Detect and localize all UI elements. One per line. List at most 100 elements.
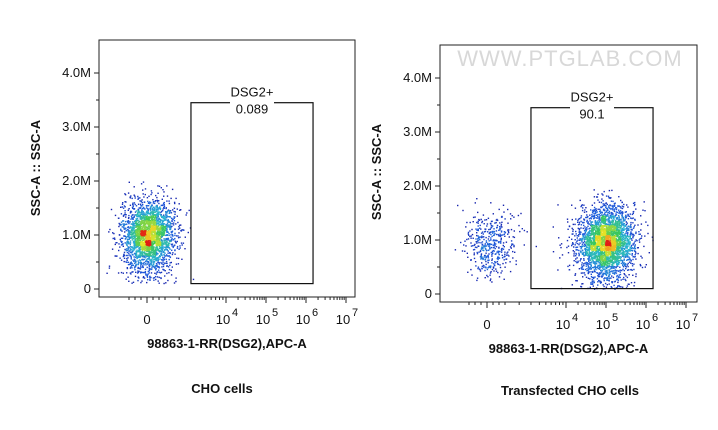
event-dot — [620, 225, 623, 227]
event-dot — [489, 279, 491, 282]
event-dot — [146, 230, 148, 233]
event-dot — [598, 216, 601, 218]
event-dot — [152, 207, 154, 209]
event-dot — [503, 246, 505, 248]
event-dot — [454, 249, 457, 251]
event-dot — [485, 263, 487, 266]
event-dot — [481, 265, 483, 268]
event-dot — [610, 204, 612, 207]
event-dot — [160, 225, 162, 227]
event-dot — [495, 230, 498, 232]
event-dot — [618, 229, 621, 231]
event-dot — [139, 267, 141, 270]
event-dot — [632, 202, 635, 204]
y-tick-label: 1.0M — [62, 227, 91, 242]
event-dot — [477, 266, 480, 268]
event-dot — [121, 226, 123, 228]
event-dot — [626, 245, 628, 248]
event-dot — [153, 214, 156, 216]
event-dot — [152, 215, 154, 217]
event-dot — [133, 202, 136, 204]
event-dot — [592, 259, 594, 262]
event-dot — [139, 236, 141, 238]
event-dot — [491, 253, 493, 256]
event-dot — [621, 244, 623, 247]
event-dot — [608, 265, 610, 267]
event-dot — [586, 228, 588, 230]
event-dot — [495, 219, 498, 221]
event-dot — [626, 285, 629, 287]
event-dot — [617, 227, 619, 229]
event-dot — [127, 261, 130, 263]
event-dot — [174, 213, 176, 215]
event-dot — [142, 217, 144, 219]
event-dot — [602, 222, 605, 225]
event-dot — [182, 242, 185, 244]
x-tick-label: 10 — [336, 312, 350, 327]
event-dot — [155, 253, 157, 255]
event-dot — [496, 251, 498, 253]
event-dot — [169, 264, 171, 266]
event-dot — [618, 216, 620, 218]
event-dot — [147, 232, 149, 234]
event-dot — [577, 239, 579, 241]
event-dot — [132, 228, 134, 230]
event-dot — [122, 245, 124, 247]
event-dot — [607, 208, 609, 211]
event-dot — [160, 251, 163, 253]
event-dot — [122, 207, 125, 209]
event-dot — [149, 268, 152, 270]
event-dot — [123, 226, 125, 228]
event-dot — [477, 220, 479, 223]
event-dot — [127, 247, 129, 250]
event-dot — [179, 209, 181, 211]
event-dot — [604, 272, 606, 274]
event-dot — [586, 216, 589, 218]
event-dot — [616, 221, 618, 224]
event-dot — [142, 231, 144, 233]
event-dot — [171, 245, 173, 247]
event-dot — [584, 262, 586, 264]
event-dot — [636, 240, 638, 242]
event-dot — [146, 260, 148, 262]
event-dot — [142, 212, 144, 214]
event-dot — [142, 204, 144, 206]
event-dot — [580, 258, 582, 260]
event-dot — [153, 239, 155, 241]
event-dot — [133, 229, 135, 231]
event-dot — [591, 228, 593, 230]
event-dot — [494, 261, 496, 263]
event-dot — [632, 256, 634, 258]
event-dot — [599, 208, 601, 210]
event-dot — [140, 228, 142, 230]
event-dot — [613, 255, 615, 257]
event-dot — [618, 209, 620, 211]
event-dot — [172, 224, 175, 226]
event-dot — [138, 251, 140, 253]
event-dot — [597, 254, 600, 256]
event-dot — [132, 222, 135, 224]
event-dot — [468, 234, 470, 236]
event-dot — [151, 232, 153, 235]
event-dot — [596, 245, 598, 247]
event-dot — [586, 262, 588, 264]
event-dot — [624, 237, 626, 239]
event-dot — [591, 210, 594, 212]
event-dot — [161, 234, 163, 236]
event-dot — [146, 237, 148, 239]
event-dot — [130, 233, 132, 236]
event-dot — [154, 240, 156, 242]
event-dot — [572, 223, 574, 226]
event-dot — [171, 230, 174, 232]
event-dot — [127, 209, 129, 211]
event-dot — [154, 239, 156, 241]
event-dot — [147, 238, 149, 240]
event-dot — [607, 272, 609, 274]
event-dot — [587, 258, 589, 260]
event-dot — [150, 260, 152, 263]
event-dot — [124, 194, 127, 196]
event-dot — [588, 253, 590, 256]
event-dot — [633, 242, 635, 244]
event-dot — [621, 224, 623, 226]
event-dot — [589, 263, 591, 265]
